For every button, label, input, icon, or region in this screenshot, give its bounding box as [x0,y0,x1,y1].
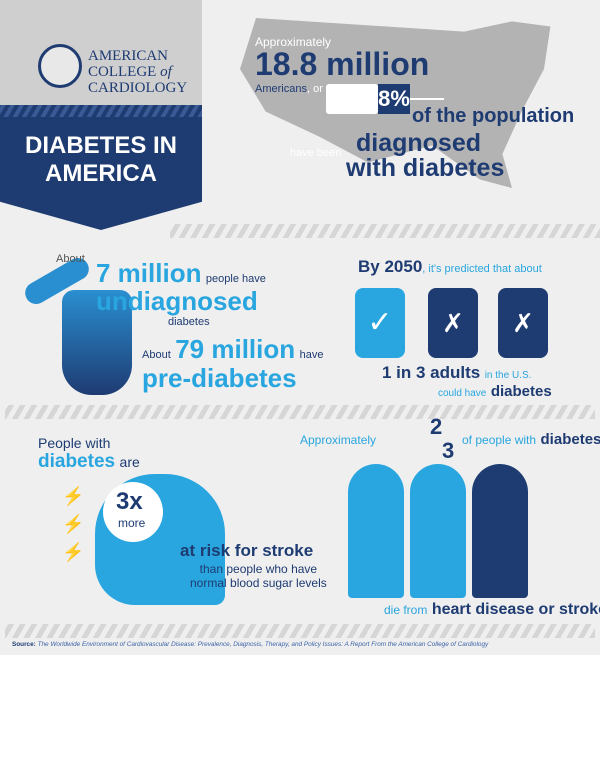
diagnosed-word: diagnosed [356,129,482,157]
header-stripes [0,105,202,117]
have-been-label: have been [290,147,342,159]
syringe-needle [410,98,444,100]
have-label: have [299,349,324,361]
population-label: of the population [412,105,575,127]
prediabetes-word: pre-diabetes [142,363,297,393]
page-title: DIABETES IN AMERICA [0,132,202,188]
about-label: About [56,253,85,265]
source-citation: Source: The Worldwide Environment of Car… [12,641,488,648]
people-with-label: People with [38,435,111,451]
source-label: Source: [12,641,36,648]
one-in-three-label: 1 in 3 adults [382,363,481,382]
logo-line-2: COLLEGE [88,64,157,80]
glucose-meter-x-icon: ✗ [428,288,478,358]
logo-line-3: CARDIOLOGY [88,80,188,96]
than-label: than people who have [199,562,318,576]
about-label-2: About [142,349,171,361]
undiagnosed-word: undiagnosed [96,286,258,316]
in-us-label: in the U.S. [484,370,532,381]
heart-diabetes: diabetes [540,431,600,448]
heart-approx-label: Approximately [300,433,377,447]
finger-drop-icon [62,290,132,395]
logo-panel [0,0,202,105]
glucose-meter-x-icon: ✗ [498,288,548,358]
prediabetes-number: 79 million [175,334,296,364]
of-people-label: of people with [462,433,537,447]
diagnosed-headline: diagnosed with diabetes [346,129,504,181]
people-have-label: people have [205,273,266,285]
could-have-label: could have [438,388,487,399]
diabetes-label: diabetes [168,316,210,328]
glucose-meter-check-icon: ✓ [355,288,405,358]
percent-badge: 8% [378,84,410,114]
divider-stripes-1 [170,224,600,238]
fraction-denominator: 3 [442,438,455,463]
title-line-1: DIABETES IN [24,132,177,159]
with-diabetes: with diabetes [346,154,505,182]
americans-label: Americans [255,83,307,95]
divider-stripes-3 [5,624,595,638]
cause-label: heart disease or stroke [431,601,600,618]
lightning-icon: ⚡ ⚡ ⚡ [62,486,85,562]
syringe-icon [326,84,378,114]
person-icon [472,464,528,598]
at-risk-label: at risk for stroke [180,541,314,560]
approx-label: Approximately [255,35,332,49]
logo-of: of [160,64,172,80]
person-heart-icon [348,464,404,598]
brain-icon [103,482,163,542]
are-label: are [119,454,140,470]
normal-label: normal blood sugar levels [190,576,327,590]
undiagnosed-number: 7 million [96,258,202,288]
logo-text: AMERICAN COLLEGE of CARDIOLOGY [88,48,187,96]
or-label: , or [306,83,323,95]
predicted-label: , it's predicted that about [422,263,542,275]
title-line-2: AMERICA [45,160,157,187]
stroke-diabetes: diabetes [38,451,116,472]
more-label: more [118,516,146,530]
logo-line-1: AMERICAN [88,48,169,64]
stroke-multiplier: 3x [116,488,143,515]
year-label: By 2050 [358,257,423,276]
divider-stripes-2 [5,405,595,419]
fraction-numerator: 2 [430,414,443,439]
logo-seal-icon [38,44,82,88]
die-from-label: die from [384,603,428,617]
projection-diabetes: diabetes [490,383,552,400]
diagnosed-number: 18.8 million [255,46,430,82]
source-text: The Worldwide Environment of Cardiovascu… [37,641,489,648]
person-brain-icon [410,464,466,598]
